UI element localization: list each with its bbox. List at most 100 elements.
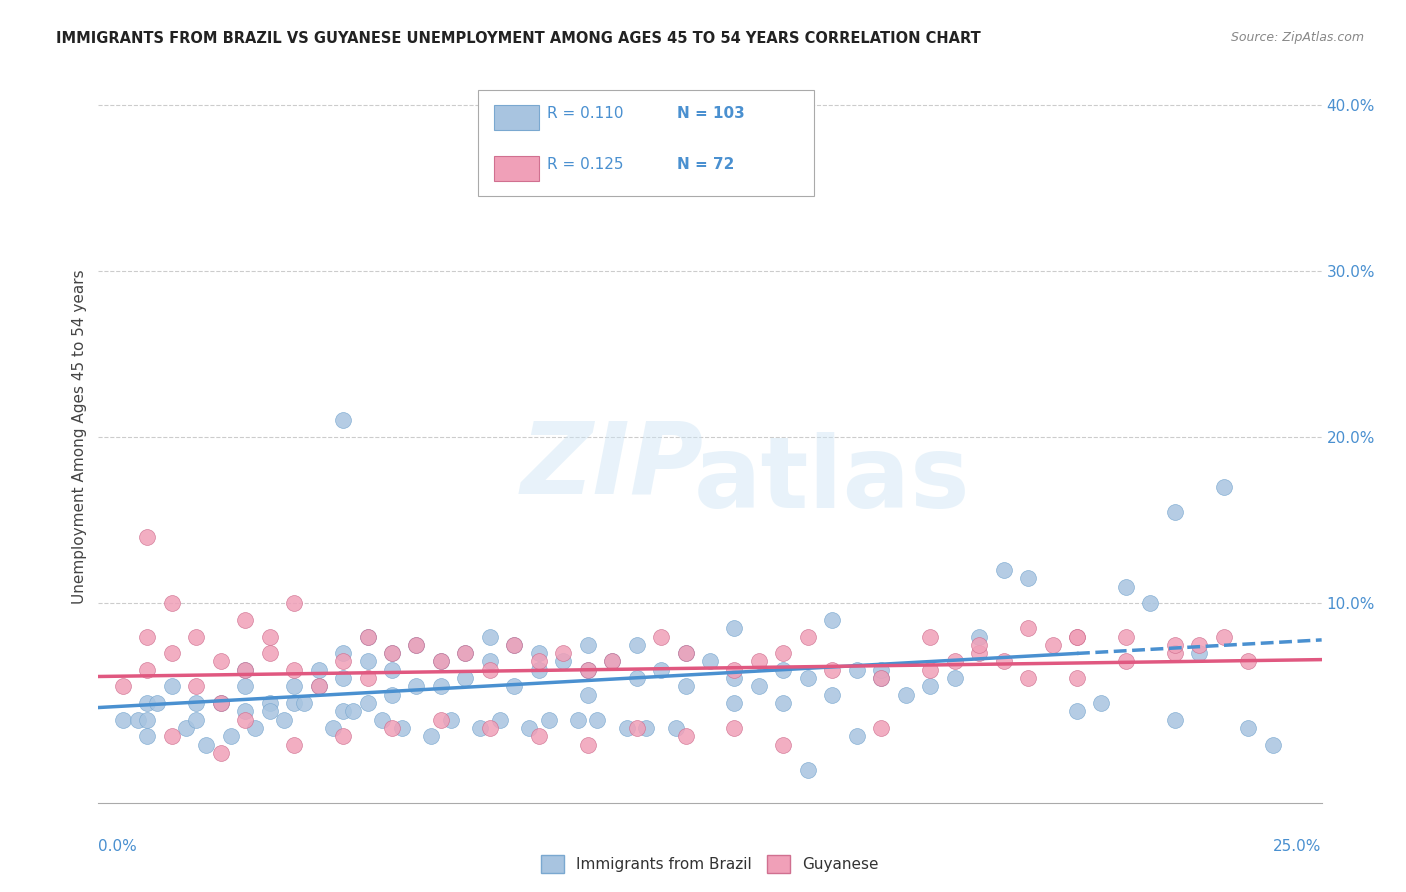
Point bbox=[371, 713, 394, 727]
Point bbox=[1261, 738, 1284, 752]
Point bbox=[1188, 638, 1211, 652]
Point bbox=[186, 696, 208, 710]
Point bbox=[381, 688, 404, 702]
Point bbox=[1212, 480, 1234, 494]
Point bbox=[527, 655, 550, 669]
Point bbox=[283, 738, 305, 752]
Y-axis label: Unemployment Among Ages 45 to 54 years: Unemployment Among Ages 45 to 54 years bbox=[72, 269, 87, 605]
Point bbox=[723, 621, 745, 635]
Point bbox=[821, 613, 844, 627]
Point bbox=[332, 671, 354, 685]
Point bbox=[586, 713, 609, 727]
Point bbox=[1164, 505, 1187, 519]
Point bbox=[1237, 721, 1260, 735]
Point bbox=[233, 663, 256, 677]
Point bbox=[283, 596, 305, 610]
Point bbox=[468, 721, 491, 735]
Point bbox=[233, 713, 256, 727]
Point bbox=[136, 630, 159, 644]
Point bbox=[1066, 630, 1088, 644]
Point bbox=[675, 646, 697, 660]
Point bbox=[626, 671, 648, 685]
Point bbox=[478, 663, 501, 677]
Point bbox=[1017, 621, 1039, 635]
Point bbox=[186, 680, 208, 694]
Point bbox=[967, 638, 990, 652]
Point bbox=[675, 646, 697, 660]
Point bbox=[308, 680, 330, 694]
Point bbox=[600, 655, 623, 669]
FancyBboxPatch shape bbox=[478, 90, 814, 195]
Point bbox=[273, 713, 295, 727]
Point bbox=[332, 646, 354, 660]
Point bbox=[1188, 646, 1211, 660]
Point bbox=[259, 630, 281, 644]
Point bbox=[1164, 646, 1187, 660]
Point bbox=[209, 696, 232, 710]
Point bbox=[160, 646, 183, 660]
Point bbox=[233, 705, 256, 719]
Point bbox=[650, 630, 672, 644]
Point bbox=[894, 688, 917, 702]
Point bbox=[517, 721, 540, 735]
Text: ZIP: ZIP bbox=[520, 417, 703, 515]
Point bbox=[136, 729, 159, 743]
Point bbox=[342, 705, 364, 719]
Point bbox=[503, 680, 526, 694]
Point bbox=[943, 655, 966, 669]
Point bbox=[127, 713, 149, 727]
Point bbox=[146, 696, 169, 710]
Point bbox=[821, 663, 844, 677]
Point bbox=[136, 530, 159, 544]
Point bbox=[772, 738, 794, 752]
FancyBboxPatch shape bbox=[494, 156, 538, 181]
Text: IMMIGRANTS FROM BRAZIL VS GUYANESE UNEMPLOYMENT AMONG AGES 45 TO 54 YEARS CORREL: IMMIGRANTS FROM BRAZIL VS GUYANESE UNEMP… bbox=[56, 31, 981, 46]
Point bbox=[356, 630, 378, 644]
Point bbox=[1017, 671, 1039, 685]
Point bbox=[870, 721, 893, 735]
Point bbox=[209, 746, 232, 760]
Point bbox=[772, 646, 794, 660]
Point bbox=[454, 646, 477, 660]
Point bbox=[308, 680, 330, 694]
Point bbox=[233, 680, 256, 694]
Point bbox=[870, 671, 893, 685]
Point bbox=[699, 655, 721, 669]
Point bbox=[1237, 655, 1260, 669]
Point bbox=[537, 713, 560, 727]
Point bbox=[723, 696, 745, 710]
Point bbox=[576, 663, 599, 677]
Point bbox=[626, 721, 648, 735]
Point bbox=[675, 729, 697, 743]
Point bbox=[723, 721, 745, 735]
Point bbox=[440, 713, 463, 727]
Point bbox=[967, 630, 990, 644]
Point bbox=[430, 655, 453, 669]
Point bbox=[503, 638, 526, 652]
Point bbox=[527, 663, 550, 677]
Point bbox=[283, 696, 305, 710]
Point bbox=[356, 696, 378, 710]
Point bbox=[111, 680, 134, 694]
Point bbox=[308, 663, 330, 677]
Point bbox=[772, 663, 794, 677]
Point bbox=[1017, 571, 1039, 585]
Point bbox=[772, 696, 794, 710]
Point bbox=[233, 613, 256, 627]
Point bbox=[111, 713, 134, 727]
Point bbox=[478, 655, 501, 669]
Point bbox=[1164, 713, 1187, 727]
Point bbox=[356, 671, 378, 685]
Point bbox=[797, 671, 820, 685]
Text: atlas: atlas bbox=[695, 433, 970, 530]
Point bbox=[553, 655, 575, 669]
Point bbox=[454, 671, 477, 685]
Point bbox=[967, 646, 990, 660]
Point bbox=[356, 630, 378, 644]
Point bbox=[322, 721, 344, 735]
Point bbox=[478, 630, 501, 644]
Point bbox=[845, 729, 868, 743]
Point bbox=[1066, 705, 1088, 719]
Point bbox=[920, 630, 942, 644]
Point bbox=[1115, 655, 1137, 669]
